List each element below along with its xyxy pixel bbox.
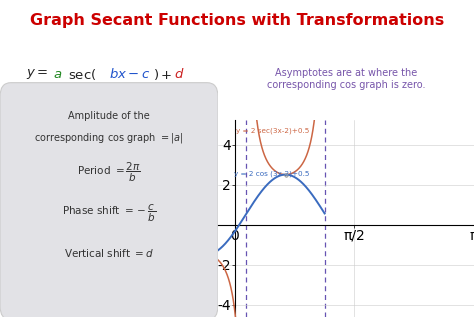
Text: Asymptotes are at where the
corresponding cos graph is zero.: Asymptotes are at where the correspondin… — [267, 68, 425, 90]
Text: Period $= \dfrac{2\pi}{b}$: Period $= \dfrac{2\pi}{b}$ — [77, 160, 141, 184]
FancyBboxPatch shape — [0, 83, 218, 317]
Text: Amplitude of the: Amplitude of the — [68, 111, 150, 121]
Text: $y=$: $y=$ — [26, 67, 48, 81]
Text: $d$: $d$ — [174, 67, 185, 81]
Text: y = 2 sec(3x-2)+0.5: y = 2 sec(3x-2)+0.5 — [236, 127, 310, 134]
Text: Vertical shift $= d$: Vertical shift $= d$ — [64, 247, 154, 259]
Text: $)+$: $)+$ — [153, 67, 172, 82]
Text: $a$: $a$ — [54, 68, 63, 81]
Text: $\mathrm{sec}($: $\mathrm{sec}($ — [68, 67, 96, 82]
Text: Graph Secant Functions with Transformations: Graph Secant Functions with Transformati… — [30, 13, 444, 29]
Text: corresponding cos graph $= |a|$: corresponding cos graph $= |a|$ — [34, 132, 184, 146]
Text: $bx-c$: $bx-c$ — [109, 67, 151, 81]
Text: Phase shift $= -\dfrac{c}{b}$: Phase shift $= -\dfrac{c}{b}$ — [62, 203, 156, 224]
Text: y = 2 cos (3x-2)+0.5: y = 2 cos (3x-2)+0.5 — [234, 170, 310, 177]
